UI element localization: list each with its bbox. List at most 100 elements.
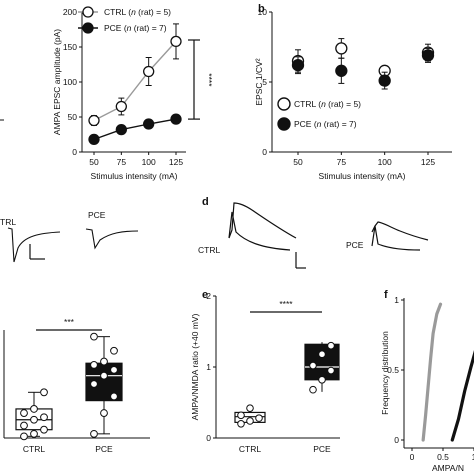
data-point xyxy=(20,421,28,430)
panel-label-e: e xyxy=(202,289,208,301)
legend-label: PCE (n (rat) = 7) xyxy=(294,119,357,129)
data-point xyxy=(90,360,98,369)
data-point xyxy=(90,380,98,388)
legend-marker xyxy=(277,117,291,131)
data-point xyxy=(255,414,263,422)
data-point xyxy=(40,388,48,397)
data-point xyxy=(30,429,38,438)
y-tick-label: 10 xyxy=(258,7,268,17)
data-point xyxy=(40,425,48,434)
x-axis-label: AMPA/N xyxy=(432,463,464,473)
x-tick-label: 125 xyxy=(169,157,183,167)
x-axis-label: Stimulus intensity (mA) xyxy=(319,171,406,181)
data-point xyxy=(237,420,245,428)
data-point xyxy=(246,417,254,425)
data-point xyxy=(309,385,317,394)
significance-stars: *** xyxy=(64,317,75,327)
series-line xyxy=(93,40,177,122)
y-axis-label: AMPA EPSC amplitude (pA) xyxy=(52,29,62,135)
x-tick-label: 75 xyxy=(337,157,347,167)
y-tick-label: 0.5 xyxy=(387,365,399,375)
legend-marker xyxy=(82,22,94,34)
y-tick-label: 0 xyxy=(72,147,77,157)
y-tick-label: 50 xyxy=(68,112,78,122)
data-point xyxy=(327,366,335,375)
panel-label-b: b xyxy=(258,3,265,15)
data-point xyxy=(110,346,118,355)
y-tick-label: 0 xyxy=(394,435,399,445)
significance-stars: **** xyxy=(204,73,214,87)
data-point xyxy=(100,409,108,417)
trace-label-ctrl: CTRL xyxy=(198,245,220,255)
legend-label: CTRL (n (rat) = 5) xyxy=(294,99,361,109)
y-axis-label: EPSC 1/CV² xyxy=(254,58,264,105)
x-tick-label: 1 xyxy=(472,452,474,462)
x-tick-label: 125 xyxy=(421,157,435,167)
data-point xyxy=(115,123,127,136)
data-point xyxy=(421,49,435,62)
y-axis-label: AMPA/NMDA ratio (+40 mV) xyxy=(190,313,200,420)
data-point xyxy=(318,375,326,384)
data-point xyxy=(30,405,38,413)
y-tick-label: 0 xyxy=(262,147,267,157)
trace-label-pce: PCE xyxy=(346,240,364,250)
y-tick-label: 1 xyxy=(394,295,399,305)
data-point xyxy=(110,392,118,401)
pce-trace-nmda xyxy=(371,221,429,241)
y-axis-label: Frequency distribution xyxy=(380,331,390,415)
y-tick-label: 5 xyxy=(262,77,267,87)
cdf-line xyxy=(450,350,474,442)
legend-label: CTRL (n (rat) = 5) xyxy=(104,7,171,17)
x-tick-label: 50 xyxy=(89,157,99,167)
x-tick-label: 75 xyxy=(117,157,127,167)
data-point xyxy=(318,350,326,359)
data-point xyxy=(143,65,155,78)
x-tick-label: 0.5 xyxy=(437,452,449,462)
data-point xyxy=(100,371,108,380)
x-tick-label: 50 xyxy=(293,157,303,167)
data-point xyxy=(170,113,182,125)
trace-label-pce: PCE xyxy=(88,210,106,220)
y-tick-label: 1 xyxy=(206,362,211,372)
data-point xyxy=(115,100,127,113)
data-point xyxy=(237,411,245,420)
y-tick-label: 150 xyxy=(63,42,77,52)
data-point xyxy=(143,118,155,130)
data-point xyxy=(40,413,48,422)
legend-label: PCE (n (rat) = 7) xyxy=(104,23,167,33)
data-point xyxy=(335,42,348,55)
data-point xyxy=(291,59,305,72)
series-line xyxy=(93,118,177,141)
x-tick-label: CTRL xyxy=(23,444,45,454)
significance-stars: **** xyxy=(279,299,293,309)
y-tick-label: 100 xyxy=(63,77,77,87)
ctrl-trace-ampa xyxy=(228,211,291,251)
pce-trace xyxy=(85,228,139,250)
data-point xyxy=(170,35,182,48)
data-point xyxy=(327,341,335,350)
x-axis-label: Stimulus intensity (mA) xyxy=(91,171,178,181)
data-point xyxy=(110,365,118,374)
box xyxy=(304,343,340,381)
x-tick-label: CTRL xyxy=(239,444,261,454)
legend-marker xyxy=(277,97,291,111)
trace-label-ctrl: TRL xyxy=(0,217,16,227)
y-tick-label: 0 xyxy=(206,433,211,443)
pce-trace-ampa xyxy=(371,225,421,251)
panel-label-d: d xyxy=(202,196,209,208)
ctrl-trace xyxy=(7,227,61,263)
legend-marker xyxy=(82,6,94,18)
data-point xyxy=(335,64,348,77)
x-tick-label: 0 xyxy=(410,452,415,462)
data-point xyxy=(20,432,28,441)
data-point xyxy=(30,415,38,424)
x-tick-label: 100 xyxy=(142,157,156,167)
ctrl-trace-nmda xyxy=(228,202,297,239)
data-point xyxy=(90,429,98,438)
x-tick-label: PCE xyxy=(95,444,113,454)
data-point xyxy=(88,133,100,146)
data-point xyxy=(246,404,254,412)
cdf-line xyxy=(421,302,443,442)
y-tick-label: 200 xyxy=(63,7,77,17)
